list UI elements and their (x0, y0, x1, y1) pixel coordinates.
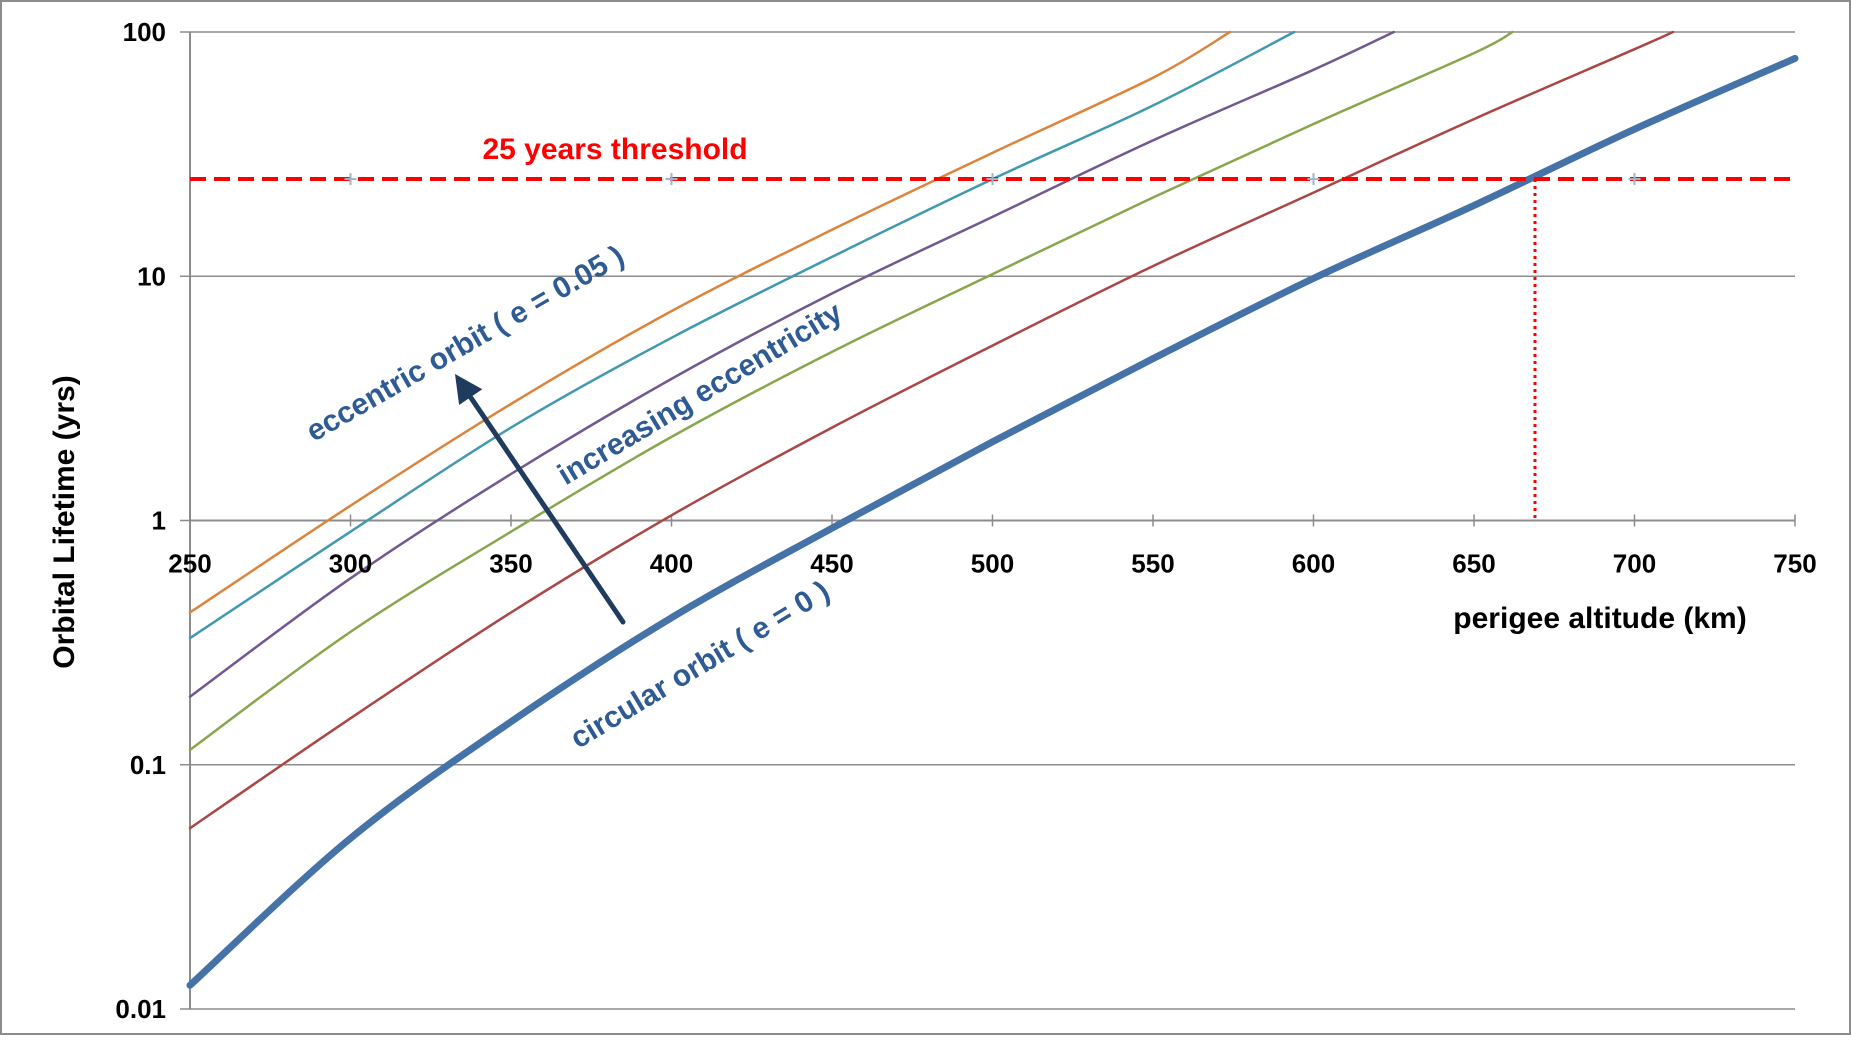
x-tick-label: 550 (1131, 549, 1174, 579)
y-tick-label: 0.1 (130, 750, 166, 780)
y-tick-label: 100 (123, 17, 166, 47)
x-tick-label: 350 (489, 549, 532, 579)
series-line-4 (188, 30, 1296, 640)
x-tick-label: 650 (1452, 549, 1495, 579)
x-tick-label: 300 (329, 549, 372, 579)
x-tick-label: 700 (1613, 549, 1656, 579)
arrow-shaft (462, 386, 626, 625)
y-tick-label: 1 (152, 506, 166, 536)
x-tick-label: 500 (971, 549, 1014, 579)
axis-layer (180, 31, 1796, 1010)
annotation-layer (455, 374, 626, 625)
y-tick-label: 10 (137, 261, 166, 291)
x-axis-title: perigee altitude (km) (1453, 602, 1746, 635)
threshold-label: 25 years threshold (482, 133, 747, 166)
series-line-5 (188, 30, 1232, 614)
arrow-head (455, 374, 483, 405)
x-tick-label: 600 (1292, 549, 1335, 579)
x-tick-label: 750 (1773, 549, 1816, 579)
y-tick-label: 0.01 (115, 994, 166, 1024)
x-tick-label: 450 (810, 549, 853, 579)
series-line-2 (188, 30, 1514, 752)
threshold-layer (190, 173, 1795, 521)
x-tick-label: 250 (168, 549, 211, 579)
series-line-3 (188, 30, 1396, 698)
series-layer (186, 30, 1799, 989)
series-line-1 (188, 30, 1675, 830)
series-line-0 (186, 54, 1799, 989)
x-tick-label: 400 (650, 549, 693, 579)
tick-label-layer: 100 10 1 0.1 0.01 250 300 350 400 450 500 550 600 650… (115, 17, 1816, 1024)
y-axis-title: Orbital Lifetime (yrs) (48, 375, 81, 668)
